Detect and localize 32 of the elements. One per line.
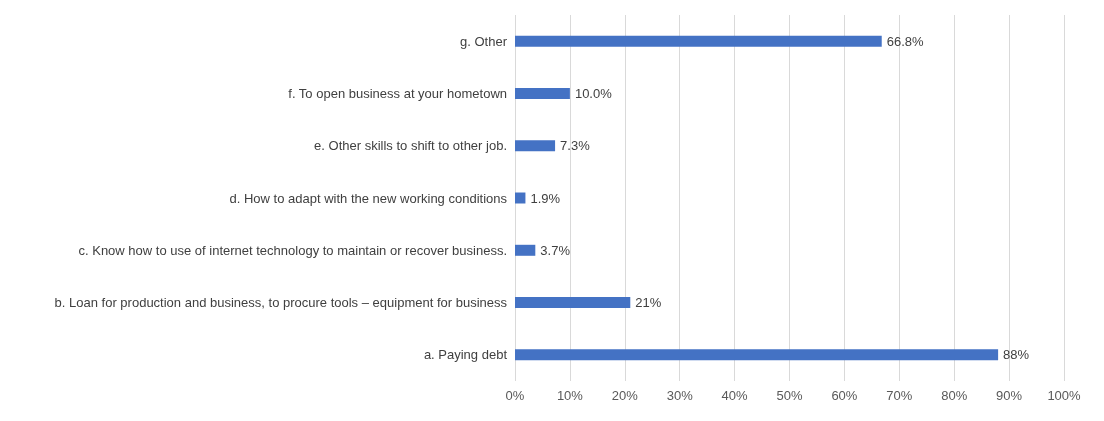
y-tick-label: a. Paying debt bbox=[423, 347, 508, 363]
x-tick-label: 20% bbox=[611, 388, 639, 403]
y-tick-label: b. Loan for production and business, to procure tools – equipment for business bbox=[54, 295, 508, 311]
data-label: 3.7% bbox=[540, 242, 571, 258]
y-tick-label: f. To open business at your hometown bbox=[288, 85, 507, 101]
y-tick-label: e. Other skills to shift to other job. bbox=[314, 138, 507, 154]
data-label: 66.8% bbox=[886, 33, 925, 49]
bar bbox=[515, 87, 570, 99]
x-tick-label: 100% bbox=[1047, 388, 1082, 403]
y-tick-label: g. Other bbox=[460, 33, 508, 49]
y-tick-label: d. How to adapt with the new working conditions bbox=[229, 190, 508, 206]
data-label: 21% bbox=[635, 295, 662, 311]
x-tick-label: 80% bbox=[941, 388, 968, 403]
data-label: 1.9% bbox=[530, 190, 561, 206]
x-tick-label: 0% bbox=[505, 388, 525, 403]
bar bbox=[515, 349, 999, 361]
x-tick-label: 60% bbox=[831, 388, 858, 403]
x-tick-label: 40% bbox=[721, 388, 749, 403]
bar bbox=[515, 140, 556, 152]
x-tick-label: 30% bbox=[666, 388, 694, 403]
bar bbox=[515, 297, 631, 309]
x-tick-label: 50% bbox=[776, 388, 803, 403]
bar bbox=[515, 35, 882, 47]
data-label: 10.0% bbox=[574, 85, 613, 101]
bar bbox=[515, 244, 536, 256]
x-tick-label: 90% bbox=[996, 388, 1023, 403]
y-tick-label: c. Know how to use of internet technology to maintain or recover business. bbox=[78, 242, 507, 258]
data-label: 7.3% bbox=[560, 138, 591, 154]
x-tick-label: 10% bbox=[556, 388, 584, 403]
data-label: 88% bbox=[1003, 347, 1030, 363]
bar bbox=[515, 192, 526, 204]
x-tick-label: 70% bbox=[886, 388, 913, 403]
